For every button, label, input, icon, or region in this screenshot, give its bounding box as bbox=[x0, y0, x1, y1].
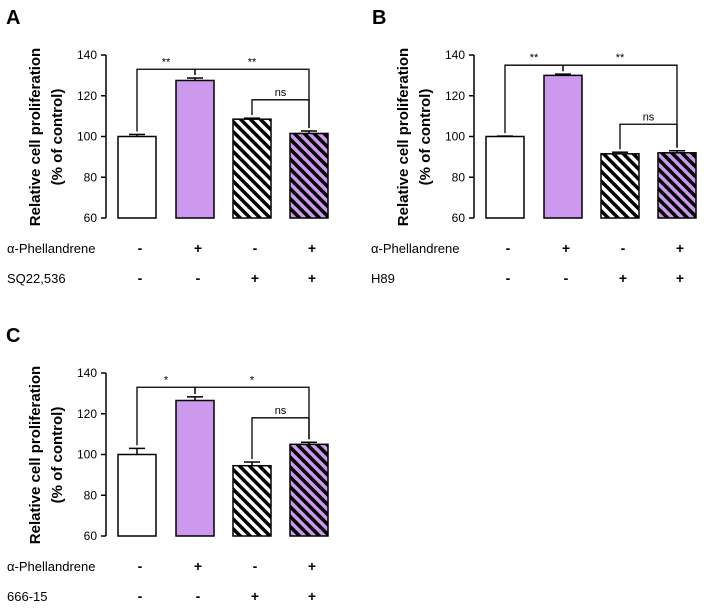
treatment-sign: - bbox=[138, 240, 143, 256]
y-axis-label: (% of control) bbox=[49, 89, 66, 186]
y-tick-label: 120 bbox=[445, 89, 465, 103]
bar bbox=[117, 135, 157, 219]
significance-bracket bbox=[251, 99, 310, 128]
panel-letter: A bbox=[6, 7, 20, 29]
treatment-sign: + bbox=[676, 240, 684, 256]
y-tick-label: 60 bbox=[84, 529, 98, 543]
y-tick-label: 120 bbox=[77, 407, 97, 421]
treatment-sign: - bbox=[506, 240, 511, 256]
bar bbox=[485, 135, 525, 219]
bar bbox=[289, 132, 329, 219]
bar bbox=[289, 443, 329, 537]
significance-label: ** bbox=[616, 52, 625, 64]
y-tick-label: 60 bbox=[84, 211, 98, 225]
treatment-label: α-Phellandrene bbox=[7, 559, 95, 574]
significance-bracket bbox=[194, 68, 310, 128]
significance-label: ** bbox=[248, 56, 257, 68]
bar bbox=[117, 453, 157, 537]
treatment-label: 666-15 bbox=[7, 589, 47, 604]
y-axis-label: (% of control) bbox=[49, 407, 66, 504]
treatment-sign: - bbox=[564, 270, 569, 286]
treatment-sign: - bbox=[196, 588, 201, 604]
y-tick-label: 100 bbox=[445, 130, 465, 144]
panel-b: B Relative cell proliferation (% of contro… bbox=[371, 7, 697, 286]
treatment-label: α-Phellandrene bbox=[7, 241, 95, 256]
significance-label: ns bbox=[643, 111, 655, 123]
treatment-sign: + bbox=[308, 240, 316, 256]
significance-bracket bbox=[251, 417, 310, 460]
significance-label: * bbox=[250, 374, 255, 386]
significance-bracket bbox=[562, 64, 678, 148]
treatment-sign: - bbox=[621, 240, 626, 256]
panel-letter: C bbox=[6, 325, 20, 347]
significance-label: ns bbox=[275, 87, 287, 99]
significance-bracket bbox=[194, 386, 310, 440]
y-axis-label: (% of control) bbox=[417, 89, 434, 186]
y-tick-label: 80 bbox=[84, 488, 98, 502]
significance-bracket bbox=[619, 123, 678, 150]
y-tick-label: 100 bbox=[77, 448, 97, 462]
treatment-sign: + bbox=[308, 558, 316, 574]
treatment-sign: - bbox=[138, 270, 143, 286]
treatment-sign: + bbox=[308, 270, 316, 286]
treatment-sign: + bbox=[562, 240, 570, 256]
panel-a: A Relative cell proliferation (% of contro… bbox=[6, 7, 329, 286]
y-tick-label: 140 bbox=[445, 48, 465, 62]
treatment-sign: + bbox=[308, 588, 316, 604]
bar bbox=[175, 79, 215, 219]
y-tick-label: 60 bbox=[452, 211, 466, 225]
bar bbox=[232, 118, 272, 219]
treatment-sign: + bbox=[676, 270, 684, 286]
treatment-sign: + bbox=[194, 558, 202, 574]
treatment-label: α-Phellandrene bbox=[371, 241, 459, 256]
y-tick-label: 140 bbox=[77, 48, 97, 62]
y-axis-label: Relative cell proliferation bbox=[27, 48, 44, 226]
significance-label: ** bbox=[162, 56, 171, 68]
treatment-sign: - bbox=[506, 270, 511, 286]
bar bbox=[657, 152, 697, 219]
treatment-sign: - bbox=[138, 558, 143, 574]
bar bbox=[600, 153, 640, 219]
significance-label: * bbox=[164, 374, 169, 386]
y-axis-label: Relative cell proliferation bbox=[395, 48, 412, 226]
bar bbox=[175, 399, 215, 537]
y-axis-label: Relative cell proliferation bbox=[27, 366, 44, 544]
y-tick-label: 140 bbox=[77, 366, 97, 380]
treatment-sign: + bbox=[619, 270, 627, 286]
y-tick-label: 120 bbox=[77, 89, 97, 103]
treatment-sign: - bbox=[253, 558, 258, 574]
y-tick-label: 80 bbox=[452, 170, 466, 184]
significance-label: ** bbox=[530, 52, 539, 64]
treatment-sign: - bbox=[138, 588, 143, 604]
y-tick-label: 100 bbox=[77, 130, 97, 144]
treatment-label: H89 bbox=[371, 271, 395, 286]
panel-c: C Relative cell proliferation (% of contro… bbox=[6, 325, 329, 604]
treatment-sign: + bbox=[251, 270, 259, 286]
bar bbox=[543, 74, 583, 219]
treatment-sign: + bbox=[194, 240, 202, 256]
treatment-sign: - bbox=[253, 240, 258, 256]
bar bbox=[232, 464, 272, 537]
panel-letter: B bbox=[372, 7, 386, 29]
y-tick-label: 80 bbox=[84, 170, 98, 184]
treatment-sign: - bbox=[196, 270, 201, 286]
treatment-label: SQ22,536 bbox=[7, 271, 66, 286]
treatment-sign: + bbox=[251, 588, 259, 604]
significance-label: ns bbox=[275, 405, 287, 417]
